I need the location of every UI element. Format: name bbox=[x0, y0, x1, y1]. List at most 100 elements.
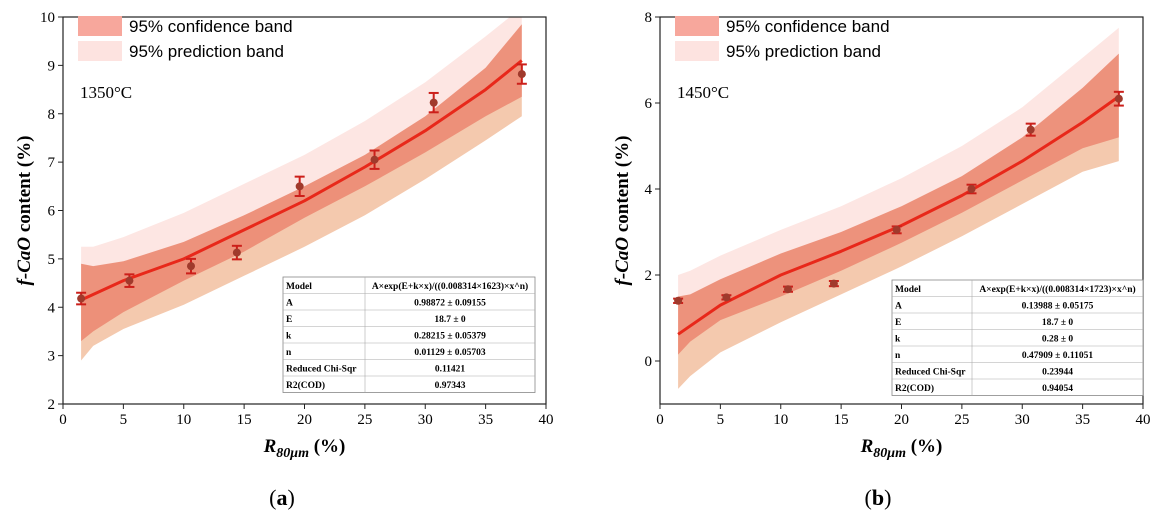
plot-area bbox=[76, 17, 527, 361]
legend-label: 95% prediction band bbox=[726, 42, 881, 61]
chart-panel-a: 0 5 10 15 20 25 30 35 40 2 3 4 5 6 7 8 9 10 R80μm (%) f-CaO… bbox=[14, 10, 554, 510]
data-point-6 bbox=[369, 149, 380, 170]
table-param-name: k bbox=[895, 335, 901, 345]
data-point-marker bbox=[722, 293, 731, 302]
fit-parameters-table: Model A×exp(E+k×x)/((0.008314×1723)×x^n) A… bbox=[891, 279, 1144, 396]
y-axis-title: f-CaO content (%) bbox=[14, 136, 35, 286]
table-param-value: 0.47909 ± 0.11051 bbox=[1022, 351, 1093, 361]
legend-label: 95% confidence band bbox=[726, 17, 890, 36]
table-param-value: A×exp(E+k×x)/((0.008314×1723)×x^n) bbox=[979, 284, 1135, 295]
y-axis-title: f-CaO content (%) bbox=[612, 136, 633, 286]
data-point-marker bbox=[186, 262, 195, 271]
data-point-3 bbox=[185, 257, 196, 275]
x-tick-label: 40 bbox=[539, 412, 554, 428]
data-point-marker bbox=[674, 296, 683, 305]
data-point-marker bbox=[783, 285, 792, 294]
fit-line bbox=[80, 59, 523, 302]
y-tick-label: 10 bbox=[40, 10, 55, 26]
x-tick-label: 35 bbox=[1075, 412, 1090, 428]
panel-caption: (a) bbox=[269, 485, 295, 510]
table-param-name: R2(COD) bbox=[895, 383, 934, 394]
y-tick-label: 6 bbox=[48, 204, 56, 220]
data-point-1 bbox=[76, 291, 87, 306]
table-param-value: A×exp(E+k×x)/((0.008314×1623)×x^n) bbox=[372, 281, 528, 292]
data-point-marker bbox=[967, 185, 976, 193]
y-axis-title-compound: f-CaO bbox=[612, 237, 633, 286]
data-point-5 bbox=[294, 175, 305, 197]
table-param-name: R2(COD) bbox=[286, 380, 325, 391]
table-param-value: 0.23944 bbox=[1042, 368, 1073, 378]
x-tick-label: 0 bbox=[656, 412, 664, 428]
y-axis-title-rest: content (%) bbox=[612, 136, 633, 237]
legend: 95% confidence band 95% prediction band bbox=[78, 16, 293, 61]
x-tick-label: 25 bbox=[357, 412, 372, 428]
y-tick-label: 7 bbox=[48, 155, 56, 171]
table-param-name: Model bbox=[895, 285, 921, 295]
y-tick-label: 8 bbox=[645, 10, 653, 26]
x-tick-label: 35 bbox=[478, 412, 493, 428]
x-axis-title: R80μm (%) bbox=[263, 436, 346, 461]
data-point-marker bbox=[370, 155, 379, 164]
x-axis-title-subscript: 80μm bbox=[873, 446, 906, 461]
y-axis-title-compound: f-CaO bbox=[14, 237, 35, 286]
data-point-marker bbox=[429, 98, 438, 107]
legend-swatch bbox=[78, 41, 122, 61]
x-tick-label: 10 bbox=[176, 412, 191, 428]
x-tick-label: 5 bbox=[120, 412, 128, 428]
y-tick-label: 2 bbox=[645, 268, 653, 284]
table-param-value: 0.28 ± 0 bbox=[1042, 335, 1074, 345]
data-point-marker bbox=[232, 248, 241, 257]
data-point-marker bbox=[892, 225, 901, 234]
y-axis-title-rest: content (%) bbox=[14, 136, 35, 237]
data-point-4 bbox=[231, 244, 242, 261]
caption-close-paren: ) bbox=[884, 485, 891, 510]
x-tick-label: 25 bbox=[954, 412, 969, 428]
data-point-marker bbox=[295, 182, 304, 191]
data-point-marker bbox=[1114, 94, 1123, 103]
prediction-band-upper bbox=[81, 17, 522, 300]
data-point-marker bbox=[125, 276, 134, 285]
table-param-value: 18.7 ± 0 bbox=[434, 315, 466, 325]
table-background bbox=[891, 279, 1144, 396]
x-axis-title-main: R bbox=[860, 436, 874, 457]
table-background bbox=[282, 276, 536, 393]
table-param-value: 0.01129 ± 0.05703 bbox=[414, 348, 485, 358]
table-param-name: A bbox=[895, 302, 902, 312]
x-axis-title-unit: (%) bbox=[906, 436, 942, 457]
data-point-7 bbox=[428, 91, 439, 114]
x-tick-label: 15 bbox=[237, 412, 252, 428]
caption-letter: a bbox=[277, 485, 288, 510]
panel-caption: (b) bbox=[865, 485, 892, 510]
data-point-6 bbox=[966, 183, 977, 195]
data-point-8 bbox=[1113, 90, 1124, 107]
x-tick-label: 5 bbox=[717, 412, 725, 428]
table-param-name: n bbox=[895, 351, 901, 361]
legend-label: 95% confidence band bbox=[129, 17, 293, 36]
x-tick-label: 20 bbox=[297, 412, 312, 428]
x-tick-label: 30 bbox=[418, 412, 433, 428]
x-tick-label: 30 bbox=[1015, 412, 1030, 428]
data-point-marker bbox=[829, 279, 838, 288]
x-tick-label: 40 bbox=[1136, 412, 1151, 428]
legend: 95% confidence band 95% prediction band bbox=[675, 16, 890, 61]
y-tick-label: 5 bbox=[48, 252, 56, 268]
table-param-name: E bbox=[895, 318, 901, 328]
x-tick-label: 0 bbox=[59, 412, 67, 428]
table-param-value: 18.7 ± 0 bbox=[1042, 318, 1074, 328]
caption-letter: b bbox=[872, 485, 884, 510]
plot-area bbox=[673, 27, 1124, 389]
temperature-label: 1450°C bbox=[677, 83, 729, 102]
caption-open-paren: ( bbox=[269, 485, 276, 510]
legend-swatch bbox=[675, 16, 719, 36]
legend-swatch bbox=[675, 41, 719, 61]
x-axis-title-subscript: 80μm bbox=[276, 446, 309, 461]
data-point-2 bbox=[124, 273, 135, 288]
x-tick-label: 20 bbox=[894, 412, 909, 428]
table-param-name: k bbox=[286, 332, 292, 342]
table-param-name: Reduced Chi-Sqr bbox=[895, 368, 966, 378]
x-axis-title-unit: (%) bbox=[309, 436, 345, 457]
table-param-value: 0.11421 bbox=[435, 365, 466, 375]
table-param-value: 0.98872 ± 0.09155 bbox=[414, 299, 486, 309]
y-tick-label: 2 bbox=[48, 397, 56, 413]
